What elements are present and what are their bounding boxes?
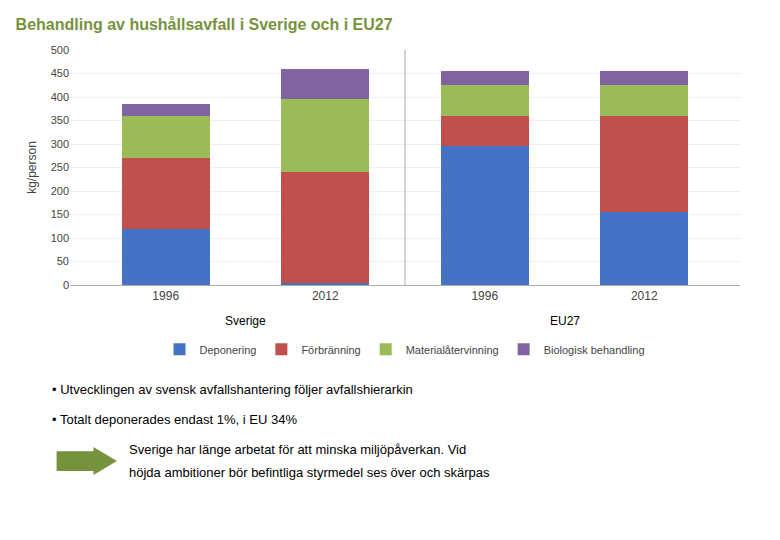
svg-text:50: 50 bbox=[57, 255, 69, 267]
svg-text:2012: 2012 bbox=[312, 289, 339, 303]
svg-text:Sverige har länge arbetat för: Sverige har länge arbetat för att minska… bbox=[129, 442, 466, 457]
svg-text:• Totalt deponerades endast 1%: • Totalt deponerades endast 1%, i EU 34% bbox=[52, 412, 297, 427]
svg-text:Förbränning: Förbränning bbox=[301, 344, 360, 356]
svg-text:1996: 1996 bbox=[471, 289, 498, 303]
svg-text:Behandling av hushållsavfall i: Behandling av hushållsavfall i Sverige o… bbox=[16, 16, 393, 33]
svg-text:150: 150 bbox=[51, 208, 69, 220]
svg-text:EU27: EU27 bbox=[550, 314, 580, 328]
svg-text:0: 0 bbox=[63, 279, 69, 291]
svg-text:kg/person: kg/person bbox=[25, 141, 39, 194]
svg-text:Sverige: Sverige bbox=[225, 314, 266, 328]
svg-text:100: 100 bbox=[51, 232, 69, 244]
svg-text:Materialåtervinning: Materialåtervinning bbox=[406, 344, 499, 356]
svg-text:250: 250 bbox=[51, 161, 69, 173]
svg-text:350: 350 bbox=[51, 114, 69, 126]
svg-text:400: 400 bbox=[51, 91, 69, 103]
svg-text:2012: 2012 bbox=[631, 289, 658, 303]
svg-text:höjda ambitioner bör befintlig: höjda ambitioner bör befintliga styrmede… bbox=[129, 465, 490, 480]
svg-text:• Utvecklingen av svensk avfal: • Utvecklingen av svensk avfallshanterin… bbox=[52, 382, 413, 397]
svg-text:450: 450 bbox=[51, 67, 69, 79]
svg-text:200: 200 bbox=[51, 185, 69, 197]
svg-text:Deponering: Deponering bbox=[200, 344, 257, 356]
svg-text:300: 300 bbox=[51, 138, 69, 150]
svg-text:Biologisk behandling: Biologisk behandling bbox=[544, 344, 645, 356]
svg-text:1996: 1996 bbox=[152, 289, 179, 303]
svg-text:500: 500 bbox=[51, 44, 69, 56]
